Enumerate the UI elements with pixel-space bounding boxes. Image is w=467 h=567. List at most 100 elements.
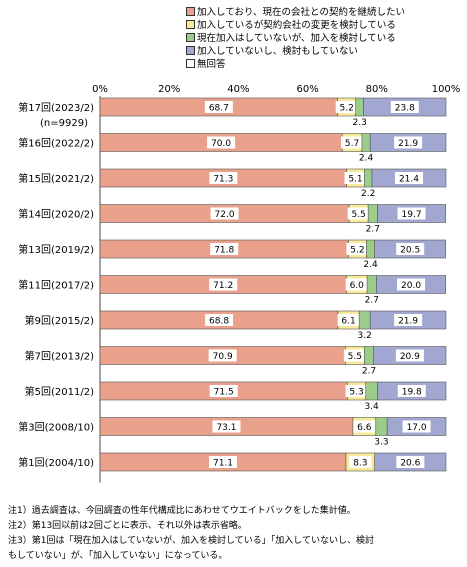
data-label-0-2: 2.3 (353, 118, 367, 128)
data-label-5-0: 71.2 (213, 281, 233, 291)
data-label-bg-3-0 (210, 207, 239, 220)
note-3: 注3）第1回は「現在加入はしていないが、加入を検討している」「加入していないし、… (8, 536, 374, 546)
legend-label-2: 加入しているが契約会社の変更を検討している (197, 20, 396, 31)
data-label-bg-7-3 (395, 349, 424, 362)
data-label-7-2: 2.7 (362, 367, 376, 377)
data-label-10-1: 8.3 (353, 459, 367, 469)
legend-item-2: 加入しているが契約会社の変更を検討している (186, 19, 405, 32)
category-label-3: 第14回(2020/2) (18, 208, 94, 221)
data-label-10-0: 71.1 (213, 459, 233, 469)
legend-item-3: 現在加入はしていないが、加入を検討している (186, 32, 405, 45)
data-label-5-1: 6.0 (350, 281, 365, 291)
data-label-6-2: 3.2 (358, 331, 372, 341)
data-label-7-0: 70.9 (213, 352, 233, 362)
data-label-bg-5-3 (397, 278, 426, 291)
data-label-2-3: 21.4 (399, 175, 419, 185)
data-label-bg-9-3 (402, 420, 431, 433)
chart-notes: 注1）過去調査は、今回調査の性年代構成比にあわせてウエイトバックをした集計値。 … (8, 504, 374, 564)
data-label-5-3: 20.0 (401, 281, 421, 291)
x-tick-label-1: 20% (158, 84, 180, 95)
data-label-1-2: 2.4 (359, 154, 374, 164)
data-label-7-3: 20.9 (400, 352, 420, 362)
data-label-6-0: 68.8 (209, 317, 229, 327)
note-2: 注2）第13回以前は2回ごとに表示、それ以外は表示省略。 (8, 521, 247, 531)
data-label-2-0: 71.3 (213, 175, 233, 185)
legend-label-4: 加入していないし、検討もしていない (197, 46, 358, 57)
bar-segment-2-2 (364, 168, 373, 188)
data-label-bg-9-1 (353, 420, 376, 433)
data-label-bg-2-3 (394, 172, 423, 184)
legend-swatch-5 (186, 59, 195, 68)
data-label-bg-6-1 (337, 314, 360, 326)
data-label-bg-4-0 (210, 243, 239, 255)
category-label-9: 第3回(2008/10) (18, 421, 94, 434)
category-label-2: 第15回(2021/2) (18, 172, 94, 185)
legend-label-1: 加入しており、現在の会社との契約を継続したい (197, 7, 405, 18)
category-sublabel-0: (n=9929) (40, 118, 88, 129)
data-label-bg-8-1 (345, 385, 368, 397)
data-label-6-3: 21.9 (398, 317, 418, 327)
legend-label-3: 現在加入はしていないが、加入を検討している (197, 33, 396, 44)
legend-item-1: 加入しており、現在の会社との契約を継続したい (186, 6, 405, 19)
data-label-1-0: 70.0 (211, 139, 231, 149)
x-tick-label-2: 40% (227, 84, 249, 95)
category-label-6: 第9回(2015/2) (25, 314, 94, 327)
bar-segment-0-2 (355, 97, 364, 117)
data-label-9-1: 6.6 (357, 423, 372, 433)
data-label-bg-1-1 (341, 136, 364, 149)
data-label-4-1: 5.2 (350, 246, 364, 256)
legend-item-4: 加入していないし、検討もしていない (186, 45, 405, 58)
data-label-3-1: 5.5 (351, 210, 365, 220)
data-label-bg-0-0 (204, 101, 233, 113)
legend-label-5: 無回答 (197, 59, 226, 70)
data-label-3-0: 72.0 (215, 210, 235, 220)
data-label-9-2: 3.3 (374, 438, 388, 448)
bar-segment-8-2 (365, 381, 378, 401)
data-label-bg-1-0 (207, 136, 236, 149)
x-tick-label-3: 60% (296, 84, 318, 95)
data-label-bg-4-1 (346, 243, 369, 255)
data-label-1-1: 5.7 (345, 139, 359, 149)
note-4: もしていない」が、「加入していない」になっている。 (8, 551, 228, 561)
category-label-7: 第7回(2013/2) (25, 350, 94, 363)
data-label-4-2: 2.4 (363, 260, 378, 270)
data-label-8-1: 5.3 (349, 388, 363, 398)
legend-swatch-2 (186, 20, 195, 29)
data-label-10-3: 20.6 (400, 459, 420, 469)
data-label-6-1: 6.1 (341, 317, 355, 327)
category-label-8: 第5回(2011/2) (25, 385, 94, 398)
category-label-1: 第16回(2022/2) (18, 137, 94, 150)
legend-swatch-1 (186, 7, 195, 16)
data-label-bg-2-1 (344, 172, 367, 184)
data-label-bg-9-0 (212, 420, 241, 433)
data-label-bg-7-1 (343, 349, 366, 362)
legend-swatch-3 (186, 33, 195, 42)
data-label-8-0: 71.5 (214, 388, 234, 398)
data-label-bg-0-3 (390, 101, 419, 113)
bar-segment-9-2 (375, 417, 388, 436)
data-label-5-2: 2.7 (365, 296, 379, 306)
data-label-8-3: 19.8 (402, 388, 422, 398)
data-label-1-3: 21.9 (398, 139, 418, 149)
data-label-bg-8-3 (397, 385, 426, 397)
legend-item-5: 無回答 (186, 58, 405, 71)
bar-segment-7-2 (364, 346, 374, 365)
bar-segment-3-2 (367, 204, 378, 223)
data-label-bg-5-0 (209, 278, 238, 291)
data-label-0-1: 5.2 (340, 104, 354, 114)
data-label-8-2: 3.4 (364, 402, 379, 412)
data-label-0-3: 23.8 (395, 104, 415, 114)
chart-legend: 加入しており、現在の会社との契約を継続したい 加入しているが契約会社の変更を検討… (186, 6, 405, 71)
bar-segment-6-2 (358, 310, 371, 330)
data-label-bg-10-1 (349, 456, 372, 468)
data-label-bg-6-0 (205, 314, 234, 326)
data-label-bg-3-1 (347, 207, 370, 220)
data-label-4-3: 20.5 (400, 246, 420, 256)
data-label-bg-10-3 (396, 456, 425, 468)
data-label-2-2: 2.2 (361, 189, 375, 199)
data-label-bg-6-3 (394, 314, 423, 326)
x-tick-label-5: 100% (432, 84, 461, 95)
data-label-bg-0-1 (335, 101, 358, 113)
category-label-4: 第13回(2019/2) (18, 243, 94, 256)
bar-segment-5-2 (366, 275, 377, 294)
